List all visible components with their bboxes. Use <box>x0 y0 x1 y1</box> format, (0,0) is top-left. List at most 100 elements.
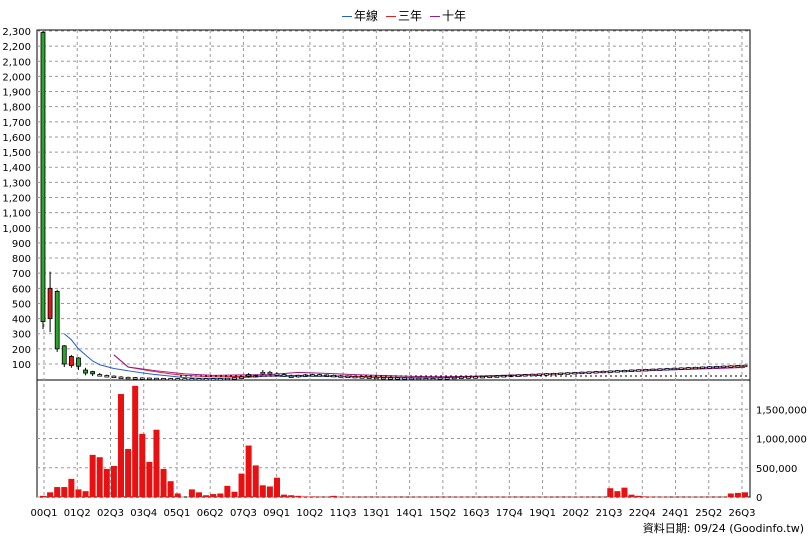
volume-bar <box>132 385 139 497</box>
x-tick-label: 02Q3 <box>97 508 124 519</box>
volume-bar <box>571 496 578 498</box>
candle-body <box>125 376 131 380</box>
y-tick-label: 2,100 <box>2 57 31 68</box>
candle-body <box>310 374 315 377</box>
volume-bar <box>734 492 741 497</box>
volume-bar <box>366 496 373 498</box>
candle-body <box>83 369 88 374</box>
data-date-credit: 資料日期: 09/24 (Goodinfo.tw) <box>642 522 804 535</box>
volume-bar <box>706 496 713 498</box>
volume-bar <box>586 496 592 498</box>
candle-body <box>54 290 60 350</box>
volume-bar <box>323 496 330 498</box>
volume-bar <box>422 496 429 498</box>
volume-bar <box>259 485 266 497</box>
volume-bar <box>621 487 628 497</box>
y-tick-label: 500 <box>12 299 31 310</box>
volume-bar <box>61 487 68 497</box>
candle-body <box>203 378 209 381</box>
volume-bar <box>352 496 358 498</box>
volume-bar <box>430 496 436 498</box>
legend-swatch <box>385 16 396 17</box>
volume-bar <box>664 496 670 498</box>
volume-bar <box>96 457 103 497</box>
volume-bar <box>614 491 621 497</box>
legend-label: 年線 <box>353 9 378 23</box>
volume-bar <box>188 489 195 497</box>
volume-bar <box>720 496 727 498</box>
candle-body <box>76 357 81 367</box>
volume-bar <box>607 488 614 497</box>
volume-bar <box>40 495 46 497</box>
candle-body <box>536 373 542 376</box>
volume-bar <box>685 496 692 498</box>
volume-bar <box>54 487 61 497</box>
x-tick-label: 24Q1 <box>662 508 689 519</box>
x-tick-label: 05Q1 <box>163 508 190 519</box>
candle-body <box>735 365 741 368</box>
y-tick-label: 1,800 <box>2 103 31 114</box>
candle-body <box>685 367 691 370</box>
volume-bar <box>103 468 110 497</box>
legend-item: 年線 <box>341 7 378 24</box>
volume-bar <box>217 493 224 497</box>
volume-bar <box>316 496 323 498</box>
y-tick-label: 1,900 <box>2 88 31 99</box>
volume-bar <box>472 496 479 498</box>
candle-body <box>671 367 677 371</box>
candle-body <box>551 372 556 376</box>
candle-body <box>473 376 478 379</box>
candle-body <box>728 365 734 368</box>
candle-body <box>692 366 698 370</box>
candle-body <box>224 377 230 381</box>
volume-bar <box>444 496 451 498</box>
legend-label: 三年 <box>397 9 422 23</box>
candle-body <box>409 377 415 380</box>
x-tick-label: 17Q4 <box>496 508 523 519</box>
x-tick-label: 16Q3 <box>463 508 490 519</box>
volume-bar <box>274 477 280 497</box>
volume-bar <box>337 496 344 498</box>
volume-bar <box>153 429 160 497</box>
volume-bar <box>266 486 273 497</box>
candle-body <box>579 371 585 375</box>
candle-body <box>572 372 578 375</box>
volume-bar <box>295 495 302 497</box>
volume-bar <box>600 496 607 498</box>
volume-bar <box>344 496 351 498</box>
volume-tick-label: 1,000,000 <box>756 435 807 446</box>
volume-bar <box>47 492 54 497</box>
volume-bar <box>89 454 96 497</box>
candle-body <box>678 367 684 370</box>
chart-legend: 年線 三年 十年 <box>0 7 808 24</box>
x-tick-label: 20Q2 <box>562 508 589 519</box>
candle-body <box>118 376 124 379</box>
y-tick-label: 1,100 <box>2 209 31 220</box>
volume-bar <box>139 433 146 497</box>
candle-body <box>600 370 606 374</box>
candle-body <box>359 376 365 379</box>
candle-body <box>458 376 464 379</box>
volume-bar <box>437 496 444 498</box>
y-tick-label: 900 <box>12 239 31 250</box>
x-tick-label: 07Q3 <box>230 508 257 519</box>
volume-bar <box>458 496 465 498</box>
candle-body <box>239 376 244 379</box>
candle-body <box>586 371 592 374</box>
y-tick-label: 1,400 <box>2 163 31 174</box>
candle-body <box>267 371 273 375</box>
candle-body <box>47 287 53 319</box>
x-tick-label: 25Q2 <box>695 508 722 519</box>
candle-body <box>558 372 564 375</box>
y-tick-label: 1,300 <box>2 178 31 189</box>
candle-body <box>437 377 443 380</box>
volume-bar <box>330 495 337 497</box>
candle-body <box>444 377 450 380</box>
legend-swatch <box>430 16 440 17</box>
x-tick-label: 19Q1 <box>529 508 556 519</box>
candle-body <box>132 377 138 380</box>
y-tick-label: 2,300 <box>2 27 31 38</box>
candle-body <box>707 366 712 369</box>
volume-bar <box>401 496 408 498</box>
price-panel-frame <box>36 29 751 381</box>
